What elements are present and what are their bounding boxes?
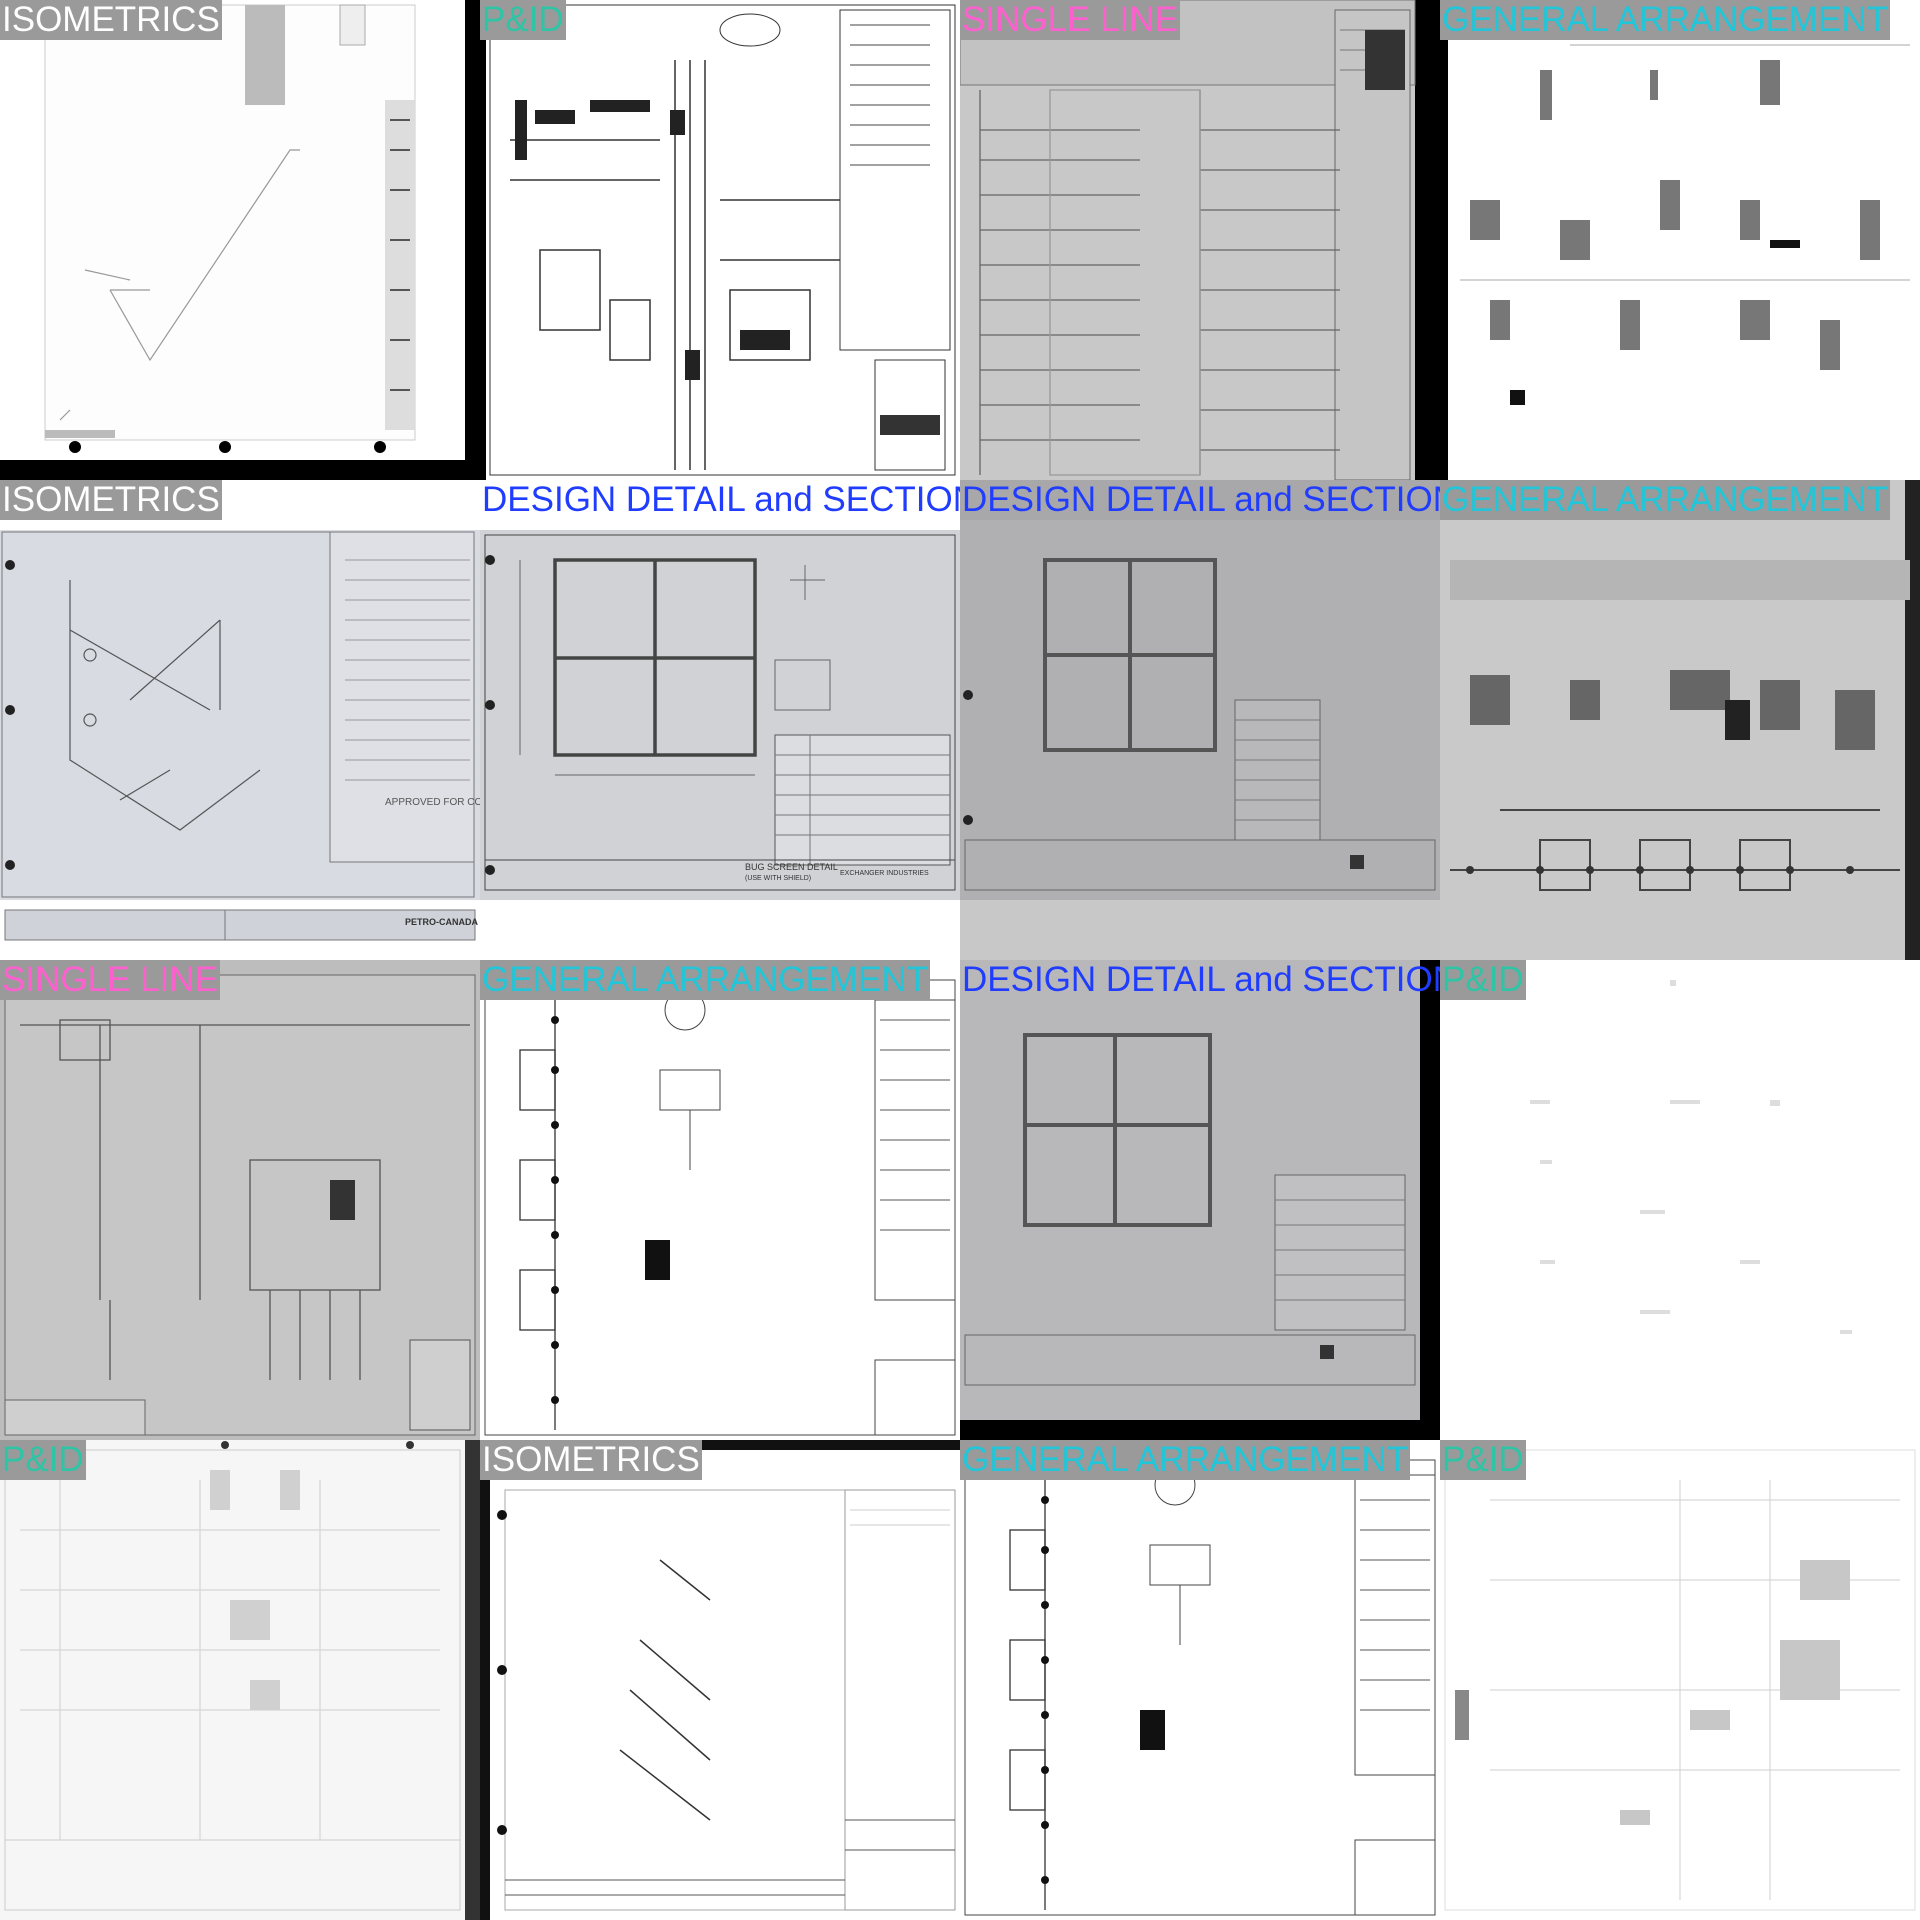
category-label: SINGLE LINE xyxy=(960,0,1180,40)
isometric-drawing-thumbnail xyxy=(480,1440,960,1920)
tile-design-detail-2: DESIGN DETAIL and SECTIONS xyxy=(960,480,1440,960)
category-label: P&ID xyxy=(480,0,566,40)
tile-isometrics-3: ISOMETRICS xyxy=(480,1440,960,1920)
design-detail-drawing-thumbnail xyxy=(960,480,1440,960)
tile-general-arrangement-4: GENERAL ARRANGEMENT xyxy=(960,1440,1440,1920)
category-label: ISOMETRICS xyxy=(0,480,222,520)
tile-isometrics-2: APPROVED FOR CONSTRUCTION PETRO-CANADA I… xyxy=(0,480,480,960)
category-label: DESIGN DETAIL and SECTIONS xyxy=(962,960,1440,999)
isometric-drawing-thumbnail: APPROVED FOR CONSTRUCTION PETRO-CANADA xyxy=(0,480,480,960)
drawing-subtitle: (USE WITH SHIELD) xyxy=(745,875,811,882)
category-label: SINGLE LINE xyxy=(0,960,220,1000)
tile-single-line-2: SINGLE LINE xyxy=(0,960,480,1440)
tile-pid-3: P&ID xyxy=(0,1440,480,1920)
tile-general-arrangement-3: GENERAL ARRANGEMENT xyxy=(480,960,960,1440)
category-label: P&ID xyxy=(1440,960,1526,1000)
category-label: DESIGN DETAIL and SECTIONS xyxy=(962,480,1440,519)
tile-design-detail-1: BUG SCREEN DETAIL (USE WITH SHIELD) EXCH… xyxy=(480,480,960,960)
tile-pid-2: P&ID xyxy=(1440,960,1920,1440)
tile-pid-4: P&ID xyxy=(1440,1440,1920,1920)
approved-stamp: APPROVED FOR CONSTRUCTION xyxy=(385,797,480,808)
tile-pid-1: P&ID xyxy=(480,0,960,480)
design-detail-drawing-thumbnail: BUG SCREEN DETAIL (USE WITH SHIELD) EXCH… xyxy=(480,480,960,960)
tile-single-line-1: SINGLE LINE xyxy=(960,0,1440,480)
category-label: GENERAL ARRANGEMENT xyxy=(1440,0,1891,40)
category-label: P&ID xyxy=(1440,1440,1526,1480)
category-label: ISOMETRICS xyxy=(0,0,222,40)
pid-drawing-thumbnail xyxy=(1440,1440,1920,1920)
drawing-title: BUG SCREEN DETAIL xyxy=(745,862,838,872)
tile-isometrics-1: ISOMETRICS xyxy=(0,0,480,480)
tile-design-detail-3: DESIGN DETAIL and SECTIONS xyxy=(960,960,1440,1440)
isometric-drawing-thumbnail xyxy=(0,0,480,480)
pid-drawing-thumbnail xyxy=(0,1440,480,1920)
category-label: ISOMETRICS xyxy=(480,1440,702,1480)
pid-drawing-thumbnail xyxy=(1440,960,1920,1440)
tile-general-arrangement-1: GENERAL ARRANGEMENT xyxy=(1440,0,1920,480)
single-line-drawing-thumbnail xyxy=(0,960,480,1440)
category-label: P&ID xyxy=(0,1440,86,1480)
general-arrangement-drawing-thumbnail xyxy=(1440,0,1920,480)
general-arrangement-drawing-thumbnail xyxy=(960,1440,1440,1920)
general-arrangement-drawing-thumbnail xyxy=(1440,480,1920,960)
category-label: GENERAL ARRANGEMENT xyxy=(480,960,931,1000)
general-arrangement-drawing-thumbnail xyxy=(480,960,960,1440)
company-name: PETRO-CANADA xyxy=(405,917,478,927)
pid-drawing-thumbnail xyxy=(480,0,960,480)
tile-general-arrangement-2: GENERAL ARRANGEMENT xyxy=(1440,480,1920,960)
single-line-drawing-thumbnail xyxy=(960,0,1440,480)
manufacturer-name: EXCHANGER INDUSTRIES xyxy=(840,870,929,877)
design-detail-drawing-thumbnail xyxy=(960,960,1440,1440)
category-label: GENERAL ARRANGEMENT xyxy=(960,1440,1411,1480)
category-label: GENERAL ARRANGEMENT xyxy=(1440,480,1891,520)
category-label: DESIGN DETAIL and SECTIONS xyxy=(482,480,960,519)
